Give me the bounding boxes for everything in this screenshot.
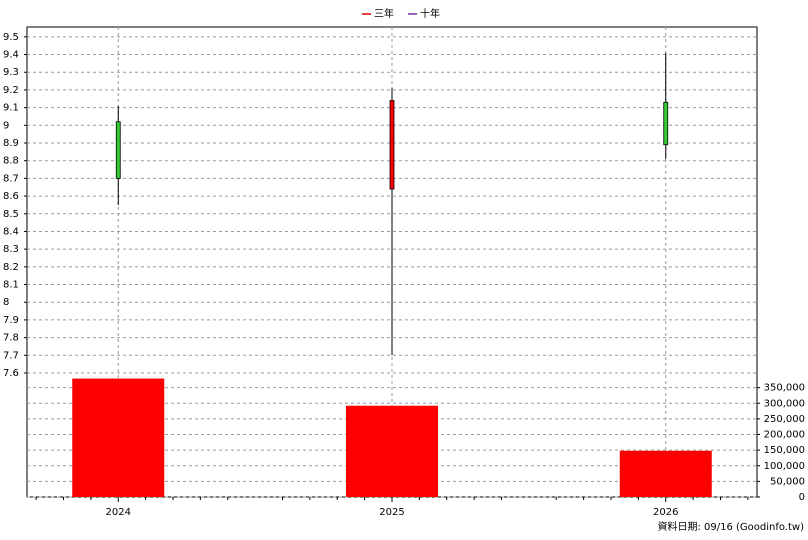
y2-tick-label: 250,000 <box>764 414 805 425</box>
y-tick-label: 9.5 <box>3 32 19 43</box>
y2-tick-label: 150,000 <box>764 445 805 456</box>
y-tick-label: 7.8 <box>3 333 19 344</box>
y-tick-label: 8.5 <box>3 209 19 220</box>
candle-body <box>115 121 121 179</box>
y-tick-label: 7.6 <box>3 368 19 379</box>
x-tick-label: 2025 <box>379 507 404 518</box>
y-tick-label: 8.2 <box>3 262 19 273</box>
y-tick-label: 8.4 <box>3 226 19 237</box>
source-note: 資料日期: 09/16 (Goodinfo.tw) <box>657 520 804 533</box>
y-tick-label: 9.4 <box>3 50 19 61</box>
candle-body <box>663 101 669 146</box>
candle-body <box>389 100 395 190</box>
y-tick-label: 8.9 <box>3 138 19 149</box>
x-tick-label: 2024 <box>106 507 131 518</box>
y2-tick-label: 50,000 <box>770 476 805 487</box>
y-tick-label: 7.7 <box>3 350 19 361</box>
y-tick-label: 9.3 <box>3 67 19 78</box>
volume-bar <box>72 378 165 497</box>
y-tick-label: 9.1 <box>3 103 19 114</box>
y2-tick-label: 200,000 <box>764 430 805 441</box>
volume-bar <box>346 405 438 497</box>
legend-label: 十年 <box>420 7 440 20</box>
y-tick-label: 7.9 <box>3 315 19 326</box>
legend-label: 三年 <box>374 7 394 20</box>
y-tick-label: 9 <box>3 120 9 131</box>
y-tick-label: 8.1 <box>3 280 19 291</box>
x-tick-label: 2026 <box>653 507 678 518</box>
y-tick-label: 8.6 <box>3 191 19 202</box>
y-tick-label: 8.3 <box>3 244 19 255</box>
y-tick-label: 9.2 <box>3 85 19 96</box>
y-tick-label: 8.8 <box>3 156 19 167</box>
y-tick-label: 8.7 <box>3 173 19 184</box>
y2-tick-label: 300,000 <box>764 398 805 409</box>
y2-tick-label: 0 <box>799 492 805 503</box>
y-tick-label: 8 <box>3 297 9 308</box>
y2-tick-label: 350,000 <box>764 383 805 394</box>
y2-tick-label: 100,000 <box>764 461 805 472</box>
volume-bar <box>619 450 712 497</box>
